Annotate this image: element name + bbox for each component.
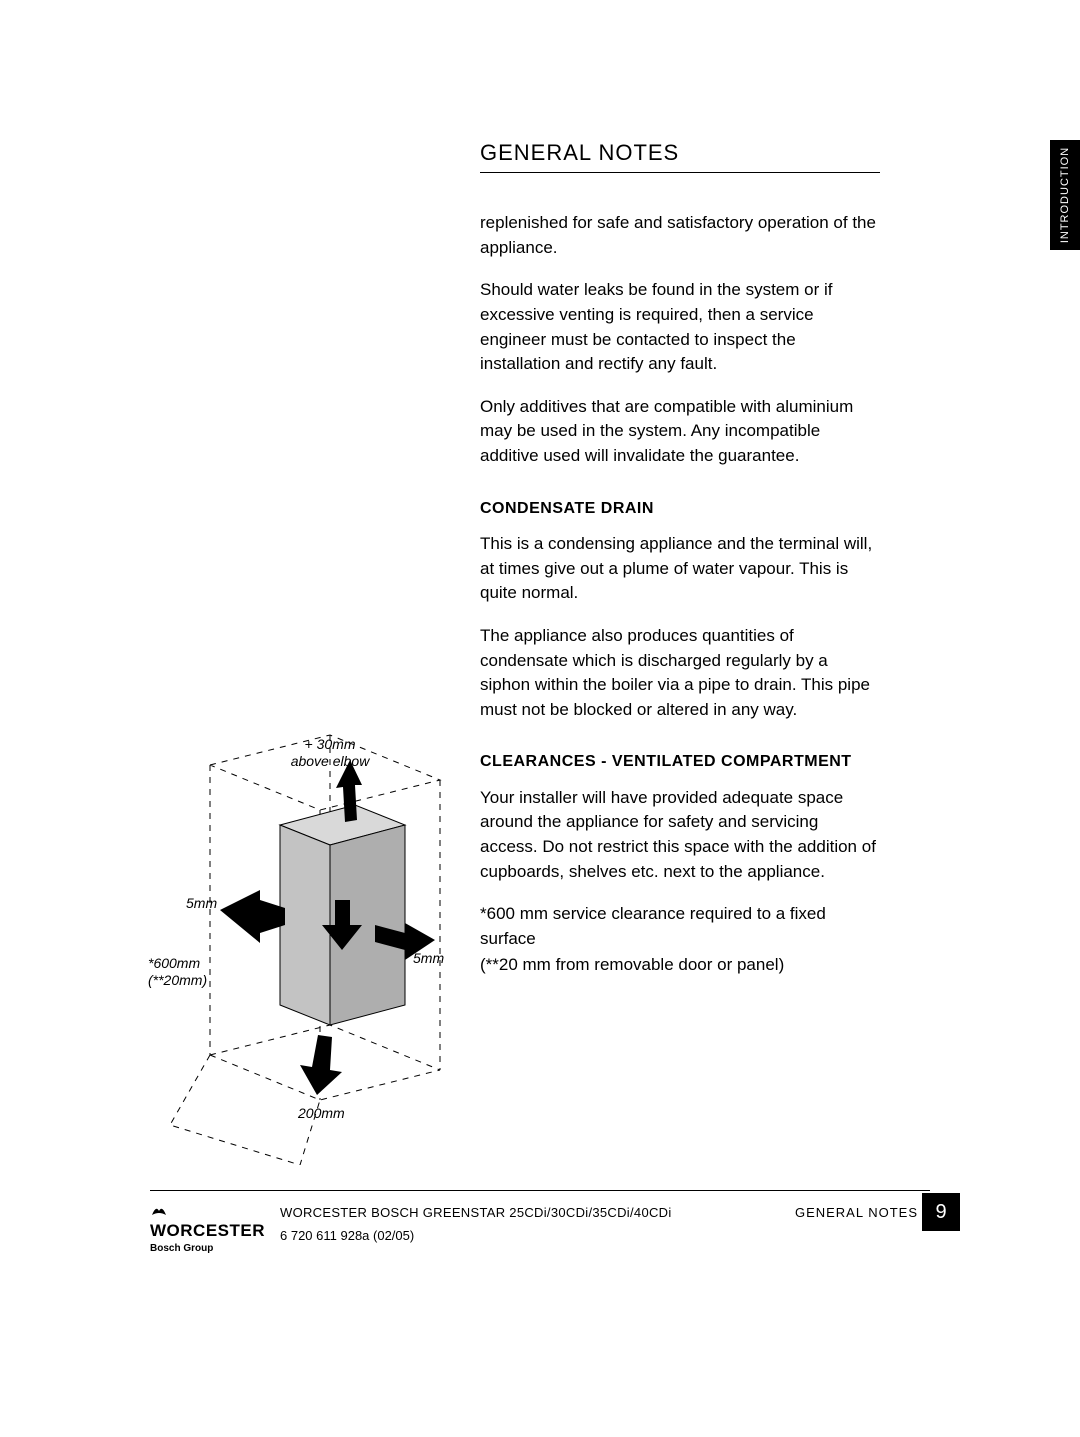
paragraph: The appliance also produces quantities o… xyxy=(480,624,880,723)
diagram-label-top: + 30mm above elbow xyxy=(285,736,375,770)
page-heading: GENERAL NOTES xyxy=(480,140,880,173)
footer-section-name: GENERAL NOTES xyxy=(795,1203,918,1220)
paragraph: replenished for safe and satisfactory op… xyxy=(480,211,880,260)
brand-logo: WORCESTER Bosch Group xyxy=(150,1203,280,1254)
flame-icon xyxy=(150,1203,168,1217)
subheading-clearances: CLEARANCES - VENTILATED COMPARTMENT xyxy=(480,750,880,773)
diagram-label-bottom: 200mm xyxy=(298,1105,345,1122)
paragraph: Should water leaks be found in the syste… xyxy=(480,278,880,377)
page-footer: WORCESTER Bosch Group WORCESTER BOSCH GR… xyxy=(150,1190,930,1254)
paragraph: Only additives that are compatible with … xyxy=(480,395,880,469)
diagram-label-5mm-left: 5mm xyxy=(186,895,217,912)
footer-line1: WORCESTER BOSCH GREENSTAR 25CDi/30CDi/35… xyxy=(280,1203,795,1224)
side-tab-label: INTRODUCTION xyxy=(1059,147,1071,243)
diagram-label-front: *600mm (**20mm) xyxy=(148,955,207,989)
clearance-diagram xyxy=(150,725,450,1165)
brand-name: WORCESTER xyxy=(150,1221,265,1240)
side-tab: INTRODUCTION xyxy=(1050,140,1080,250)
paragraph: *600 mm service clearance required to a … xyxy=(480,902,880,951)
footer-text: WORCESTER BOSCH GREENSTAR 25CDi/30CDi/35… xyxy=(280,1203,795,1247)
page-number: 9 xyxy=(922,1193,960,1231)
body-column: replenished for safe and satisfactory op… xyxy=(480,211,880,978)
paragraph: (**20 mm from removable door or panel) xyxy=(480,953,880,978)
subheading-condensate: CONDENSATE DRAIN xyxy=(480,497,880,520)
paragraph: This is a condensing appliance and the t… xyxy=(480,532,880,606)
paragraph: Your installer will have provided adequa… xyxy=(480,786,880,885)
brand-subtitle: Bosch Group xyxy=(150,1243,280,1254)
footer-line2: 6 720 611 928a (02/05) xyxy=(280,1226,795,1247)
diagram-label-5mm-right: 5mm xyxy=(413,950,444,967)
